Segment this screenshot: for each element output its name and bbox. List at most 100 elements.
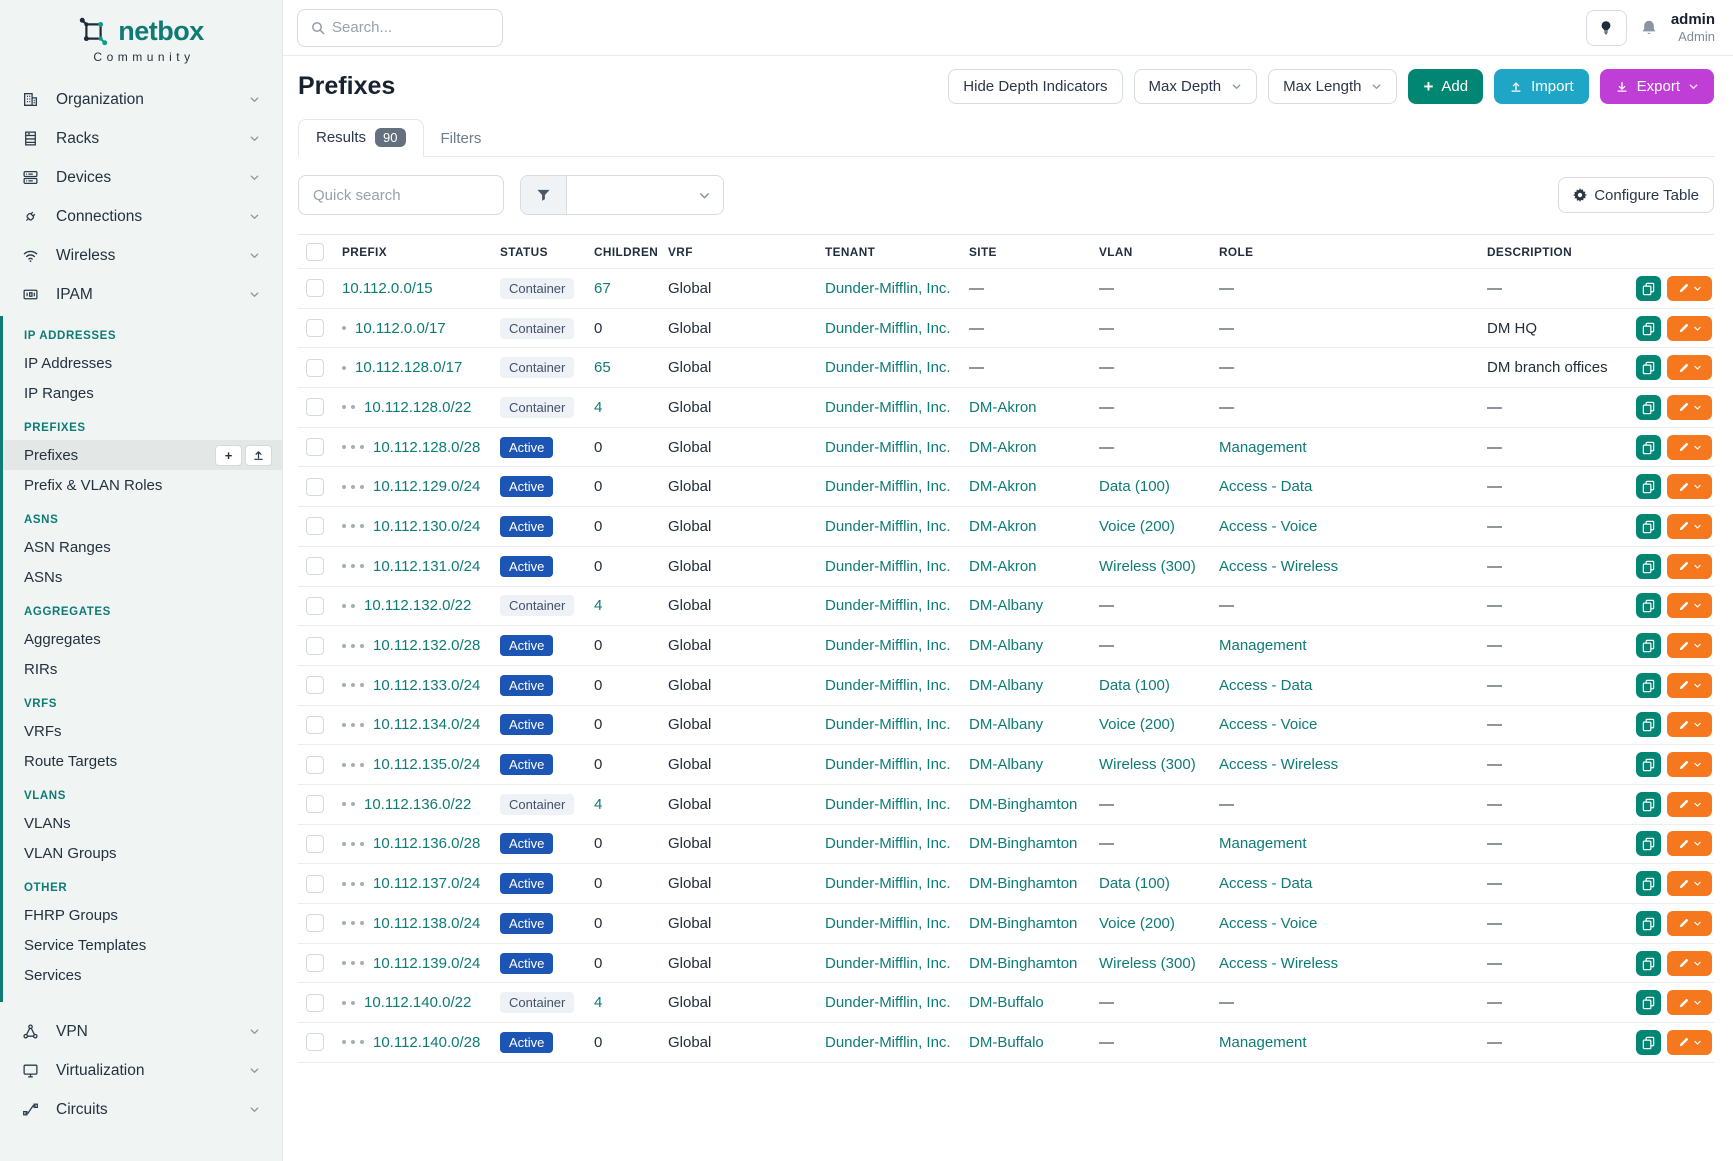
tab-filters[interactable]: Filters: [424, 122, 499, 156]
role-link[interactable]: Access - Data: [1219, 478, 1313, 496]
copy-button[interactable]: [1636, 871, 1661, 897]
sidebar-item-asn-ranges[interactable]: ASN Ranges: [3, 532, 282, 562]
prefix-link[interactable]: 10.112.136.0/22: [364, 795, 472, 813]
sidebar-item-ip-ranges[interactable]: IP Ranges: [3, 378, 282, 408]
site-link[interactable]: DM-Buffalo: [969, 994, 1044, 1012]
sidebar-item-prefixes[interactable]: Prefixes +: [3, 440, 282, 470]
tenant-link[interactable]: Dunder-Mifflin, Inc.: [825, 279, 951, 297]
edit-button[interactable]: [1667, 633, 1712, 659]
prefix-link[interactable]: 10.112.132.0/22: [364, 597, 472, 615]
edit-button[interactable]: [1667, 990, 1712, 1016]
row-checkbox[interactable]: [306, 596, 324, 615]
prefix-link[interactable]: 10.112.137.0/24: [373, 875, 481, 893]
role-link[interactable]: Access - Voice: [1219, 914, 1318, 932]
sidebar-item-service-templates[interactable]: Service Templates: [3, 930, 282, 960]
site-link[interactable]: DM-Albany: [969, 597, 1044, 615]
copy-button[interactable]: [1636, 910, 1661, 936]
row-checkbox[interactable]: [306, 755, 324, 774]
site-link[interactable]: DM-Buffalo: [969, 1033, 1044, 1051]
tenant-link[interactable]: Dunder-Mifflin, Inc.: [825, 756, 951, 774]
max-depth-dropdown[interactable]: Max Depth: [1133, 69, 1258, 104]
vlan-link[interactable]: Voice (200): [1099, 716, 1175, 734]
add-button[interactable]: + Add: [1408, 69, 1484, 104]
role-link[interactable]: Access - Wireless: [1219, 954, 1339, 972]
prefix-link[interactable]: 10.112.140.0/22: [364, 994, 472, 1012]
tenant-link[interactable]: Dunder-Mifflin, Inc.: [825, 359, 951, 377]
copy-button[interactable]: [1636, 474, 1661, 500]
prefix-link[interactable]: 10.112.128.0/17: [355, 359, 463, 377]
search-input[interactable]: [330, 18, 490, 37]
copy-button[interactable]: [1636, 831, 1661, 857]
role-link[interactable]: Access - Wireless: [1219, 756, 1339, 774]
hide-depth-indicators-button[interactable]: Hide Depth Indicators: [948, 69, 1123, 104]
tenant-link[interactable]: Dunder-Mifflin, Inc.: [825, 716, 951, 734]
edit-button[interactable]: [1667, 871, 1712, 897]
role-link[interactable]: Management: [1219, 438, 1307, 456]
sidebar-item-devices[interactable]: Devices: [0, 158, 282, 197]
copy-button[interactable]: [1636, 672, 1661, 698]
row-checkbox[interactable]: [306, 557, 324, 576]
tenant-link[interactable]: Dunder-Mifflin, Inc.: [825, 637, 951, 655]
vlan-link[interactable]: Voice (200): [1099, 914, 1175, 932]
prefix-link[interactable]: 10.112.140.0/28: [373, 1033, 481, 1051]
edit-button[interactable]: [1667, 910, 1712, 936]
role-link[interactable]: Management: [1219, 835, 1307, 853]
tenant-link[interactable]: Dunder-Mifflin, Inc.: [825, 398, 951, 416]
prefix-link[interactable]: 10.112.132.0/28: [373, 637, 481, 655]
role-link[interactable]: Access - Voice: [1219, 517, 1318, 535]
vlan-link[interactable]: Voice (200): [1099, 517, 1175, 535]
site-link[interactable]: DM-Binghamton: [969, 954, 1078, 972]
prefix-link[interactable]: 10.112.138.0/24: [373, 914, 481, 932]
prefix-link[interactable]: 10.112.135.0/24: [373, 756, 481, 774]
role-link[interactable]: Management: [1219, 637, 1307, 655]
children-count-link[interactable]: 4: [594, 994, 603, 1012]
sidebar-item-vlans[interactable]: VLANs: [3, 808, 282, 838]
row-checkbox[interactable]: [306, 517, 324, 536]
sidebar-item-services[interactable]: Services: [3, 960, 282, 990]
copy-button[interactable]: [1636, 950, 1661, 976]
export-button[interactable]: Export: [1599, 69, 1714, 104]
vlan-link[interactable]: Wireless (300): [1099, 557, 1196, 575]
row-checkbox[interactable]: [306, 993, 324, 1012]
select-all-checkbox[interactable]: [306, 242, 324, 261]
sidebar-item-virtualization[interactable]: Virtualization: [0, 1051, 282, 1090]
role-link[interactable]: Access - Data: [1219, 676, 1313, 694]
edit-button[interactable]: [1667, 593, 1712, 619]
edit-button[interactable]: [1667, 791, 1712, 817]
site-link[interactable]: DM-Akron: [969, 517, 1037, 535]
field-filter-select[interactable]: [567, 176, 723, 214]
sidebar-item-connections[interactable]: Connections: [0, 197, 282, 236]
sidebar-item-asns[interactable]: ASNs: [3, 562, 282, 592]
prefix-link[interactable]: 10.112.133.0/24: [373, 676, 481, 694]
sidebar-item-wireless[interactable]: Wireless: [0, 236, 282, 275]
theme-toggle-button[interactable]: [1585, 9, 1627, 46]
tenant-link[interactable]: Dunder-Mifflin, Inc.: [825, 676, 951, 694]
edit-button[interactable]: [1667, 712, 1712, 738]
site-link[interactable]: DM-Akron: [969, 557, 1037, 575]
copy-button[interactable]: [1636, 593, 1661, 619]
role-link[interactable]: Access - Data: [1219, 875, 1313, 893]
edit-button[interactable]: [1667, 355, 1712, 381]
children-count-link[interactable]: 4: [594, 398, 603, 416]
sidebar-item-ipam[interactable]: IPAM: [0, 275, 282, 314]
sidebar-item-racks[interactable]: Racks: [0, 119, 282, 158]
sidebar-item-vrfs[interactable]: VRFs: [3, 716, 282, 746]
prefix-link[interactable]: 10.112.134.0/24: [373, 716, 481, 734]
row-checkbox[interactable]: [306, 715, 324, 734]
sidebar-item-organization[interactable]: Organization: [0, 80, 282, 119]
prefix-link[interactable]: 10.112.128.0/28: [373, 438, 481, 456]
configure-table-button[interactable]: Configure Table: [1558, 177, 1714, 213]
row-checkbox[interactable]: [306, 398, 324, 417]
copy-button[interactable]: [1636, 355, 1661, 381]
sidebar-item-aggregates[interactable]: Aggregates: [3, 624, 282, 654]
tenant-link[interactable]: Dunder-Mifflin, Inc.: [825, 557, 951, 575]
edit-button[interactable]: [1667, 672, 1712, 698]
add-prefix-button[interactable]: +: [215, 444, 242, 466]
children-count-link[interactable]: 4: [594, 795, 603, 813]
prefix-link[interactable]: 10.112.130.0/24: [373, 517, 481, 535]
row-checkbox[interactable]: [306, 358, 324, 377]
prefix-link[interactable]: 10.112.136.0/28: [373, 835, 481, 853]
sidebar-item-rirs[interactable]: RIRs: [3, 654, 282, 684]
site-link[interactable]: DM-Akron: [969, 478, 1037, 496]
site-link[interactable]: DM-Binghamton: [969, 914, 1078, 932]
